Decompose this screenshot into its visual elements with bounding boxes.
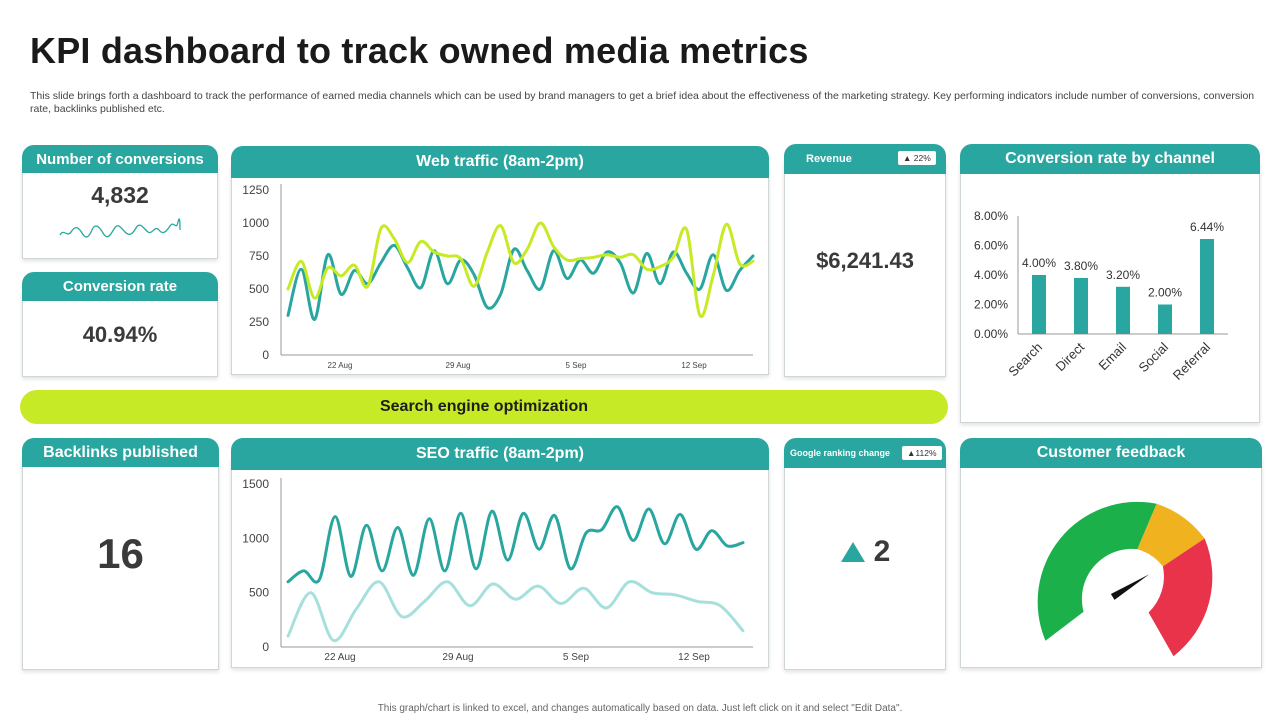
category-label: Social [1135, 339, 1171, 375]
page-title: KPI dashboard to track owned media metri… [30, 30, 809, 71]
seo-traffic-card-title: SEO traffic (8am-2pm) [231, 438, 769, 470]
conversions-card-title: Number of conversions [22, 145, 218, 173]
gauge-segment-positive [1037, 501, 1157, 641]
gauge-segment-neutral [1137, 503, 1205, 567]
web-traffic-card[interactable] [231, 165, 769, 375]
page-description: This slide brings forth a dashboard to t… [30, 90, 1255, 115]
conversion-rate-card[interactable] [22, 290, 218, 377]
y-tick-label: 1000 [242, 216, 269, 230]
y-tick-label: 0 [262, 640, 269, 654]
conversion-rate-value: 40.94% [82, 322, 158, 347]
conversion-by-channel-title: Conversion rate by channel [960, 144, 1260, 174]
bar-data-label: 6.44% [1190, 220, 1224, 234]
web-traffic-card-title: Web traffic (8am-2pm) [231, 146, 769, 178]
y-tick-label: 2.00% [974, 298, 1008, 312]
y-tick-label: 6.00% [974, 239, 1008, 253]
bar-data-label: 4.00% [1022, 256, 1056, 270]
triangle-up-icon [840, 542, 865, 562]
category-label: Direct [1053, 339, 1088, 374]
revenue-card[interactable] [784, 160, 946, 377]
web-traffic-chart: 0 250 500 750 1000 1250 22 Aug 29 Aug 5 Sep 12 Se… [242, 183, 755, 370]
bar [1116, 286, 1130, 334]
bar-data-label: 2.00% [1148, 286, 1182, 300]
y-tick-label: 500 [249, 282, 269, 296]
y-tick-label: 1250 [242, 183, 269, 197]
series-line [286, 221, 755, 319]
seo-section-banner: Search engine optimization [20, 390, 948, 424]
y-tick-label: 0.00% [974, 327, 1008, 341]
conversions-sparkline [59, 218, 181, 238]
conversion-rate-card-title: Conversion rate [22, 272, 218, 301]
customer-feedback-title: Customer feedback [960, 438, 1262, 468]
bar [1032, 275, 1046, 334]
y-tick-label: 1500 [242, 477, 269, 491]
x-tick-label: 22 Aug [328, 361, 353, 370]
ranking-value: 2 [873, 535, 891, 568]
y-tick-label: 250 [249, 315, 269, 329]
revenue-change-badge: ▲ 22% [898, 151, 936, 165]
bar-data-label: 3.80% [1064, 259, 1098, 273]
bar [1074, 277, 1088, 334]
y-tick-label: 750 [249, 249, 269, 263]
backlinks-card-title: Backlinks published [22, 438, 219, 467]
bar [1200, 239, 1214, 334]
bar-data-label: 3.20% [1106, 268, 1140, 282]
y-tick-label: 1000 [242, 531, 269, 545]
y-tick-label: 4.00% [974, 268, 1008, 282]
x-tick-label: 29 Aug [442, 652, 473, 663]
x-tick-label: 12 Sep [678, 652, 710, 663]
revenue-value: $6,241.43 [816, 248, 914, 273]
y-tick-label: 500 [249, 586, 269, 600]
series-line [286, 505, 745, 584]
seo-traffic-card[interactable] [231, 458, 769, 668]
bar [1158, 304, 1172, 334]
x-tick-label: 5 Sep [563, 652, 590, 663]
category-label: Referral [1170, 339, 1213, 382]
backlinks-value: 16 [97, 530, 144, 577]
series-line [286, 243, 755, 321]
x-tick-label: 5 Sep [566, 361, 587, 370]
ranking-change-badge: ▲112% [902, 446, 942, 460]
conversion-by-channel-chart: 0.00% 2.00% 4.00% 6.00% 8.00% 4.00% Search 3.80… [974, 209, 1228, 383]
x-tick-label: 22 Aug [324, 652, 355, 663]
x-tick-label: 12 Sep [681, 361, 707, 370]
ranking-label: Google ranking change [790, 448, 891, 458]
seo-traffic-chart: 0 500 1000 1500 22 Aug 29 Aug 5 Sep 12 Sep [242, 477, 753, 663]
conversions-card[interactable] [22, 162, 218, 259]
series-line [286, 579, 745, 643]
conversions-value: 4,832 [91, 182, 149, 208]
x-tick-label: 29 Aug [446, 361, 471, 370]
y-tick-label: 8.00% [974, 209, 1008, 223]
y-tick-label: 0 [262, 348, 269, 362]
customer-feedback-gauge [1037, 501, 1213, 657]
category-label: Email [1096, 339, 1130, 373]
customer-feedback-card[interactable] [960, 455, 1262, 668]
gauge-segment-negative [1148, 538, 1213, 657]
revenue-label: Revenue [806, 153, 852, 165]
gauge-needle [1110, 574, 1150, 600]
ranking-value-row: 2 [784, 535, 946, 569]
backlinks-card[interactable] [22, 455, 219, 670]
footer-note: This graph/chart is linked to excel, and… [377, 703, 903, 714]
category-label: Search [1005, 340, 1045, 380]
